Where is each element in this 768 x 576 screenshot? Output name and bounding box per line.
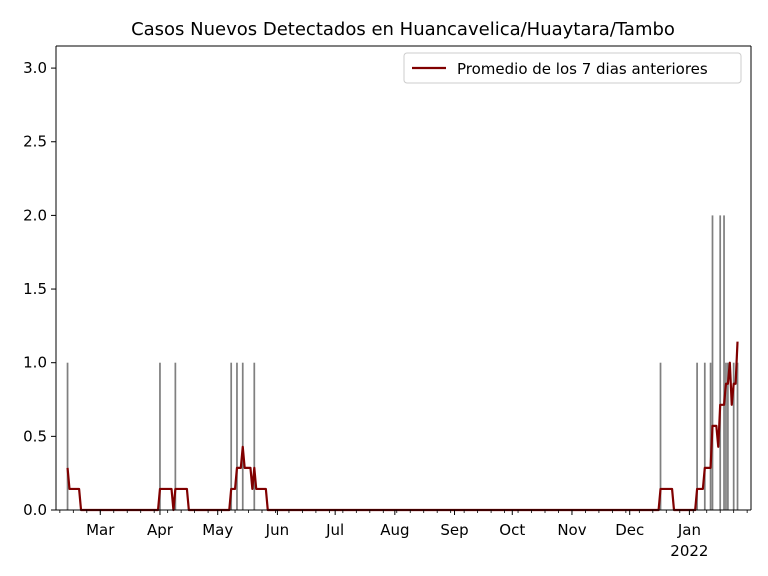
x-tick-label: Jun (265, 521, 289, 539)
daily-case-bar (736, 362, 739, 510)
x-tick-label: Apr (147, 521, 174, 539)
daily-case-bar (711, 215, 714, 510)
daily-case-bar (241, 362, 244, 510)
daily-case-bar (732, 362, 735, 510)
axes-group: 0.0 0.5 1.0 1.5 2.0 2.5 3.0 Mar Apr May Jun Jul Aug S… (23, 45, 752, 560)
daily-case-bar (659, 362, 662, 510)
x-tick-label: Sep (440, 521, 468, 539)
daily-case-bar (174, 362, 177, 510)
y-tick-label: 0.5 (23, 427, 47, 445)
daily-case-bar (230, 362, 233, 510)
x-tick-label: Mar (86, 521, 115, 539)
daily-case-bar (159, 362, 161, 510)
y-tick-label: 0.0 (23, 501, 47, 519)
x-tick-label: Oct (499, 521, 525, 539)
chart-title: Casos Nuevos Detectados en Huancavelica/… (131, 19, 675, 40)
daily-case-bar (66, 362, 69, 510)
daily-case-bar (709, 362, 712, 510)
x-tick-label: Jul (325, 521, 344, 539)
x-tick-label: Dec (615, 521, 644, 539)
line-series-group (66, 341, 739, 512)
x-tick-label: May (202, 521, 233, 539)
x-tick-label: Aug (380, 521, 409, 539)
x-tick-label: Nov (557, 521, 586, 539)
y-tick-label: 2.0 (23, 206, 47, 224)
average-line (66, 341, 739, 512)
legend-label: Promedio de los 7 dias anteriores (457, 60, 708, 78)
daily-case-bar (727, 362, 729, 510)
y-tick-label: 1.0 (23, 354, 47, 372)
daily-case-bar (719, 215, 722, 510)
y-tick-label: 3.0 (23, 59, 47, 77)
legend-box (403, 52, 742, 84)
daily-case-bar (253, 362, 256, 510)
bar-group (66, 215, 739, 510)
x-tick-label: Jan (677, 521, 701, 539)
daily-case-bar (703, 362, 706, 510)
y-tick-label: 2.5 (23, 133, 47, 151)
daily-case-bar (236, 362, 238, 510)
legend: Promedio de los 7 dias anteriores (403, 52, 742, 84)
x-tick-sublabel: 2022 (670, 542, 708, 560)
y-tick-label: 1.5 (23, 280, 47, 298)
daily-case-bar (696, 362, 698, 510)
daily-case-bar (725, 362, 727, 510)
daily-case-bar (723, 215, 725, 510)
